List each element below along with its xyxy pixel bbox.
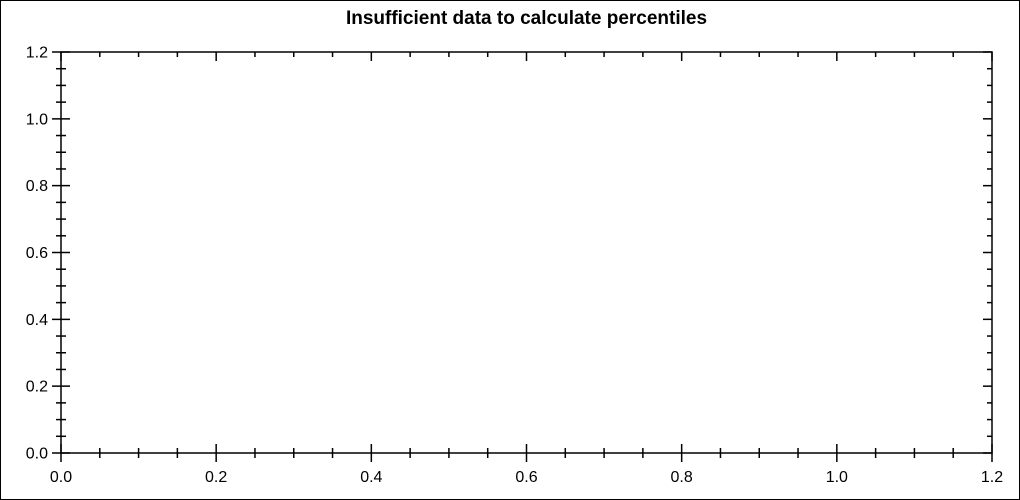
x-tick-label: 0.8	[671, 469, 693, 486]
y-tick-label: 0.8	[26, 178, 48, 195]
x-tick-label: 0.2	[205, 469, 227, 486]
y-tick-label: 0.0	[26, 446, 48, 463]
y-tick-label: 1.2	[26, 45, 48, 62]
y-tick-label: 1.0	[26, 111, 48, 128]
chart-title: Insufficient data to calculate percentil…	[345, 8, 708, 29]
x-tick-label: 1.2	[981, 469, 1003, 486]
plot-frame-border	[60, 51, 993, 454]
x-tick-label: 0.0	[50, 469, 72, 486]
y-tick-label: 0.6	[26, 245, 48, 262]
y-tick-label: 0.2	[26, 379, 48, 396]
x-tick-label: 1.0	[826, 469, 848, 486]
x-tick-label: 0.6	[515, 469, 537, 486]
y-tick-label: 0.4	[26, 312, 48, 329]
x-tick-label: 0.4	[360, 469, 382, 486]
